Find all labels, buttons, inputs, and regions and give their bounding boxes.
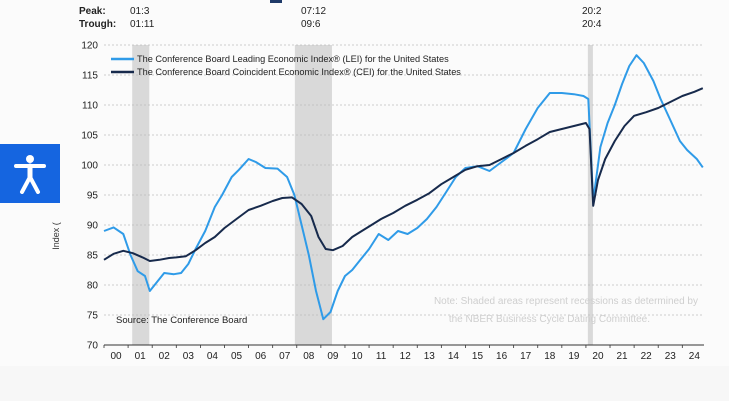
peak-date-1: 01:3 [130,6,150,17]
legend-label-cei: The Conference Board Coincident Economic… [137,67,461,77]
chart: 70 75 80 85 90 95 100 105 110 115 120 00 01 02 03 04 05… [51,0,704,362]
x-tick-label: 01 [135,351,147,362]
trough-label: Trough: [79,19,116,30]
x-tick-label: 18 [544,351,556,362]
y-axis-label: Index ( [51,222,61,250]
y-tick-label: 95 [87,191,99,202]
y-tick-labels: 70 75 80 85 90 95 100 105 110 115 120 [81,41,98,352]
x-tick-label: 24 [689,351,701,362]
lei-line [103,54,704,321]
y-tick-label: 90 [87,221,99,232]
x-tick-label: 00 [110,351,122,362]
series-lines [103,54,704,321]
x-tick-label: 09 [327,351,339,362]
x-tick-label: 15 [472,351,484,362]
trough-date-3: 20:4 [582,19,602,30]
grid-lines [104,44,704,316]
x-tick-label: 20 [592,351,604,362]
y-tick-label: 85 [87,251,99,262]
x-tick-label: 07 [279,351,291,362]
x-tick-label: 10 [351,351,363,362]
y-tick-label: 80 [87,281,99,292]
y-tick-label: 115 [82,71,98,82]
recession-note-line1: Note: Shaded areas represent recessions … [434,296,698,307]
x-tick-label: 13 [424,351,436,362]
y-tick-label: 75 [87,311,99,322]
bottom-band [0,366,729,401]
recession-note-line2: the NBER Business Cycle Dating Committee… [449,314,650,325]
x-tick-label: 14 [448,351,460,362]
trough-date-2: 09:6 [301,19,321,30]
x-tick-label: 03 [183,351,195,362]
x-tick-label: 04 [207,351,219,362]
x-tick-label: 05 [231,351,243,362]
x-tick-label: 23 [665,351,677,362]
x-tick-label: 19 [568,351,580,362]
x-tick-label: 22 [641,351,653,362]
x-tick-label: 11 [376,351,387,362]
cei-line [103,87,704,262]
accessibility-person-icon [14,154,46,194]
accessibility-button[interactable] [0,144,60,203]
source-note: Source: The Conference Board [116,315,247,326]
peak-date-2: 07:12 [301,6,326,17]
recession-band-3 [587,45,593,345]
x-tick-label: 06 [255,351,267,362]
y-tick-label: 120 [81,41,98,52]
y-tick-label: 105 [81,131,98,142]
cropped-logo-fragment [270,0,282,3]
y-tick-label: 100 [81,161,98,172]
peak-date-3: 20:2 [582,6,602,17]
x-tick-labels: 00 01 02 03 04 05 06 07 08 09 10 11 12 13 14 15 16 17 18 19… [103,345,701,362]
y-tick-label: 70 [87,341,99,352]
legend-label-lei: The Conference Board Leading Economic In… [137,54,449,64]
x-tick-label: 08 [303,351,315,362]
x-tick-label: 16 [496,351,508,362]
peak-label: Peak: [79,6,106,17]
x-tick-label: 12 [400,351,412,362]
y-tick-label: 110 [82,101,98,112]
x-tick-label: 21 [617,351,629,362]
x-tick-label: 17 [520,351,532,362]
trough-date-1: 01:11 [130,19,155,30]
x-tick-label: 02 [159,351,171,362]
